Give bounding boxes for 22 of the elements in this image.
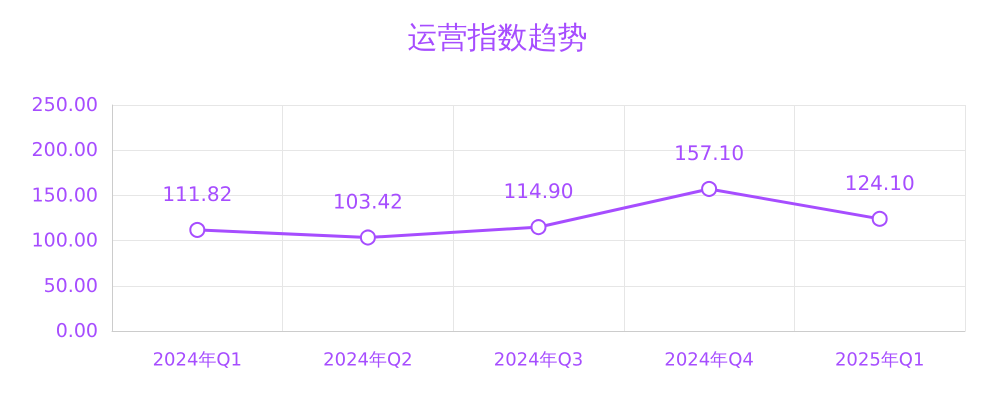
y-tick-label: 150.00 — [32, 184, 98, 206]
x-tick-label: 2024年Q1 — [152, 350, 242, 370]
x-tick-label: 2025年Q1 — [834, 350, 924, 370]
point — [701, 180, 718, 197]
point — [872, 210, 888, 227]
y-tick-label: 250.00 — [32, 94, 98, 116]
y-tick-label: 50.00 — [44, 274, 98, 297]
point — [189, 222, 206, 238]
x-tick-label: 2024年Q2 — [323, 350, 413, 370]
data-label: 103.42 — [332, 190, 403, 214]
data-label: 114.90 — [504, 179, 574, 204]
y-tick-label: 0.00 — [56, 320, 98, 342]
point — [530, 219, 546, 236]
point — [360, 230, 376, 246]
data-label: 124.10 — [844, 170, 915, 195]
y-tick-label: 200.00 — [32, 139, 98, 162]
y-tick-label: 100.00 — [32, 230, 98, 252]
chart-title: 运营指数趋势 — [408, 20, 588, 56]
x-tick-label: 2024年Q3 — [494, 350, 584, 370]
x-tick-label: 2024年Q4 — [664, 350, 754, 370]
data-label: 157.10 — [674, 140, 744, 165]
data-label: 111.82 — [162, 182, 232, 206]
